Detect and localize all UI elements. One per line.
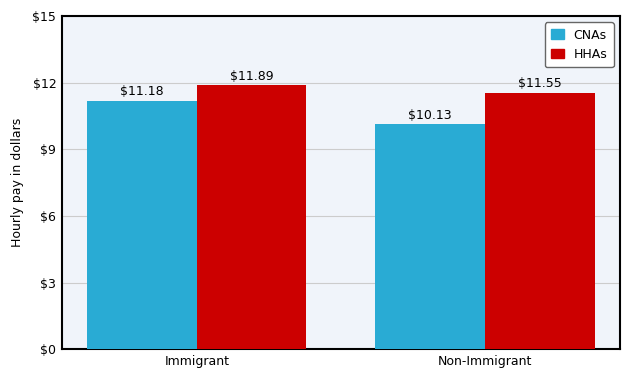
- Text: $11.18: $11.18: [120, 85, 164, 98]
- Bar: [485, 93, 594, 349]
- Bar: [87, 101, 197, 349]
- Bar: [197, 85, 306, 349]
- Text: $10.13: $10.13: [408, 109, 452, 122]
- Y-axis label: Hourly pay in dollars: Hourly pay in dollars: [11, 118, 24, 247]
- Legend: CNAs, HHAs: CNAs, HHAs: [545, 22, 613, 67]
- Text: $11.55: $11.55: [518, 77, 562, 90]
- Bar: [375, 124, 485, 349]
- Text: $11.89: $11.89: [230, 69, 273, 83]
